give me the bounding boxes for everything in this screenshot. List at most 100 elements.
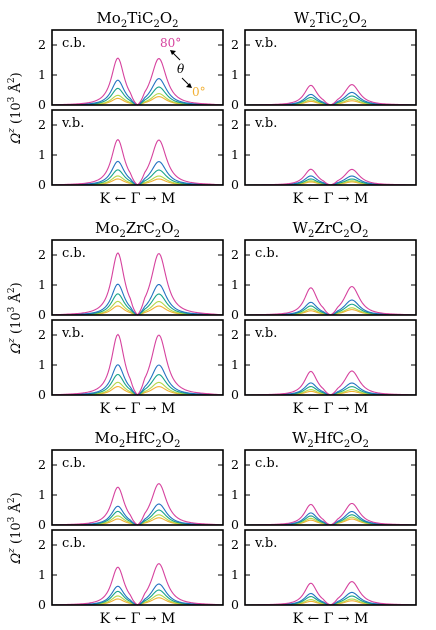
band-label: v.b. (61, 116, 84, 131)
y-tick-label: 0 (231, 307, 239, 322)
series-line-theta-40 (51, 293, 224, 316)
band-label: c.b. (62, 36, 86, 51)
y-tick-label: 1 (38, 567, 46, 582)
y-tick-label: 0 (38, 97, 46, 112)
plot-frame (244, 109, 417, 186)
series-line-theta-60 (51, 503, 224, 526)
series-line-theta-60 (51, 160, 224, 186)
plot-frame (244, 449, 417, 526)
series-line-theta-80 (244, 370, 417, 396)
band-label: v.b. (61, 326, 84, 341)
legend-theta-symbol: θ (177, 62, 185, 76)
panel-title: W2TiC2O2 (294, 9, 367, 30)
series-line-theta-60 (51, 583, 224, 606)
series-line-theta-60 (244, 591, 417, 606)
y-tick-label: 2 (231, 117, 239, 132)
band-label: v.b. (254, 36, 277, 51)
plot-frame (244, 29, 417, 106)
y-axis-label: Ωz (103 Å2) (7, 72, 24, 144)
band-label: c.b. (62, 246, 86, 261)
y-tick-label: 0 (231, 387, 239, 402)
y-tick-label: 0 (38, 517, 46, 532)
band-label: v.b. (254, 116, 277, 131)
series-line-theta-60 (244, 175, 417, 186)
series-line-theta-80 (244, 168, 417, 186)
plot-frame (244, 319, 417, 396)
subplot: 0 1 2 c.b. (38, 449, 224, 532)
x-axis-label: K ← Γ → M (100, 611, 176, 627)
band-label: v.b. (254, 536, 277, 551)
y-axis-label: Ωz (103 Å2) (7, 282, 24, 354)
band-label: v.b. (254, 326, 277, 341)
plot-frame (51, 449, 224, 526)
y-tick-label: 0 (231, 517, 239, 532)
y-tick-label: 0 (231, 177, 239, 192)
panel-title: Mo2ZrC2O2 (95, 219, 180, 240)
subplot: 0 1 2 c.b. (38, 239, 224, 322)
series-line-theta-60 (244, 382, 417, 396)
series-line-theta-80 (244, 502, 417, 526)
panels-layer: Mo2TiC2O2 0 1 2 c.b. 0 1 2 v.b. K ← Γ → M W2TiC2O2… (38, 9, 417, 627)
y-tick-label: 1 (231, 487, 239, 502)
y-tick-label: 2 (231, 457, 239, 472)
y-tick-label: 2 (38, 37, 46, 52)
y-tick-label: 1 (38, 147, 46, 162)
y-tick-label: 2 (38, 247, 46, 262)
subplot: 0 1 2 v.b. (38, 319, 224, 402)
y-tick-label: 2 (38, 457, 46, 472)
material-panel: Mo2HfC2O2 0 1 2 c.b. 0 1 2 c.b. K ← Γ → M (38, 429, 224, 627)
y-tick-label: 0 (231, 97, 239, 112)
plot-frame (51, 319, 224, 396)
series-line-theta-60 (244, 511, 417, 526)
x-axis-label: K ← Γ → M (100, 191, 176, 207)
legend-0-label: 0° (192, 85, 206, 99)
band-label: c.b. (255, 456, 279, 471)
band-label: c.b. (62, 456, 86, 471)
y-tick-label: 1 (231, 67, 239, 82)
material-panel: W2TiC2O2 0 1 2 v.b. 0 1 2 v.b. K ← Γ → M (231, 9, 417, 207)
series-line-theta-80 (51, 333, 224, 396)
material-panel: W2HfC2O2 0 1 2 c.b. 0 1 2 v.b. K ← Γ → M (231, 429, 417, 627)
series-line-theta-80 (51, 138, 224, 186)
series-line-theta-80 (51, 483, 224, 526)
plot-frame (51, 109, 224, 186)
subplot: 0 1 2 c.b. (231, 239, 417, 322)
plot-frame (244, 529, 417, 606)
y-tick-label: 2 (231, 247, 239, 262)
panel-title: Mo2HfC2O2 (95, 429, 181, 450)
series-line-theta-80 (244, 84, 417, 106)
subplot: 0 1 2 v.b. (231, 529, 417, 612)
legend-arrowhead-up (170, 50, 176, 55)
x-axis-label: K ← Γ → M (293, 611, 369, 627)
subplot: 0 1 2 c.b. (38, 529, 224, 612)
subplot: 0 1 2 c.b. (231, 449, 417, 532)
plot-frame (51, 29, 224, 106)
y-axis-label: Ωz (103 Å2) (7, 492, 24, 564)
series-line-theta-40 (244, 514, 417, 526)
y-tick-label: 1 (38, 357, 46, 372)
material-panel: Mo2ZrC2O2 0 1 2 c.b. 0 1 2 v.b. K ← Γ → M (38, 219, 224, 417)
y-tick-label: 2 (231, 327, 239, 342)
material-panel: Mo2TiC2O2 0 1 2 c.b. 0 1 2 v.b. K ← Γ → M (38, 9, 224, 207)
y-tick-label: 2 (38, 327, 46, 342)
y-tick-label: 1 (231, 357, 239, 372)
y-axis-label-row-2: Ωz (103 Å2) (7, 282, 24, 354)
subplot: 0 1 2 v.b. (231, 109, 417, 192)
series-line-theta-40 (51, 509, 224, 526)
y-tick-label: 0 (38, 597, 46, 612)
series-line-theta-80 (244, 581, 417, 606)
panel-title: W2ZrC2O2 (293, 219, 369, 240)
y-tick-label: 2 (231, 37, 239, 52)
y-tick-label: 2 (231, 537, 239, 552)
series-line-theta-80 (51, 563, 224, 606)
panel-title: Mo2TiC2O2 (96, 9, 178, 30)
y-tick-label: 1 (38, 277, 46, 292)
series-line-theta-40 (51, 589, 224, 606)
y-tick-label: 0 (38, 177, 46, 192)
plot-frame (51, 239, 224, 316)
legend-80-label: 80° (160, 36, 181, 50)
series-line-theta-60 (244, 91, 417, 106)
material-panel: W2ZrC2O2 0 1 2 c.b. 0 1 2 v.b. K ← Γ → M (231, 219, 417, 417)
band-label: c.b. (255, 246, 279, 261)
